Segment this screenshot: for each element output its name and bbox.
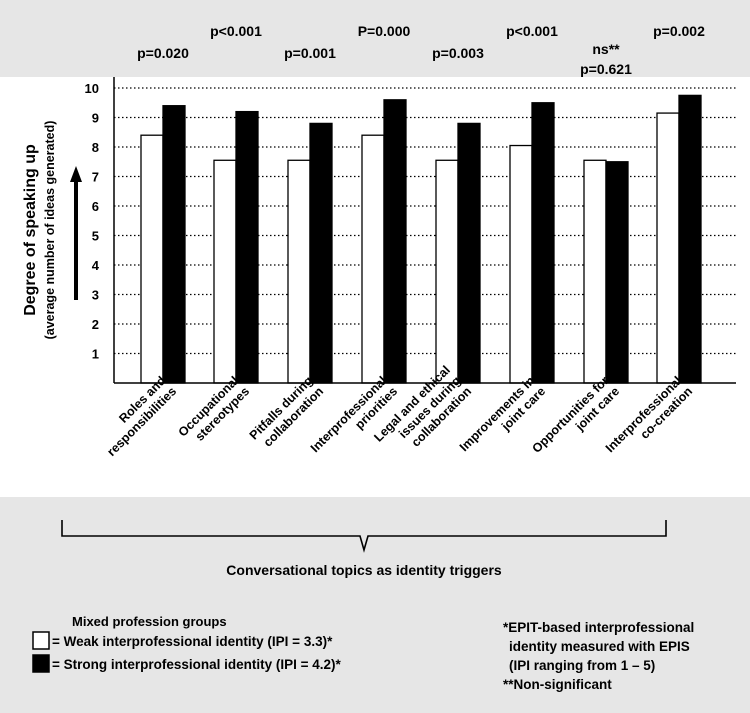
y-tick-label: 3 <box>92 288 99 303</box>
up-arrow-head <box>70 166 82 182</box>
bar-strong <box>678 94 702 384</box>
y-tick-label: 1 <box>92 347 99 362</box>
y-tick-label: 9 <box>92 111 99 126</box>
bar-weak <box>435 159 459 384</box>
footnote-line: identity measured with EPIS <box>509 639 690 654</box>
bottom-band <box>0 497 750 713</box>
top-band <box>0 0 750 77</box>
bar-weak <box>509 144 533 384</box>
bar-weak <box>583 159 607 384</box>
p-value-label: p=0.003 <box>432 45 484 61</box>
p-value-label: p=0.621 <box>580 61 632 77</box>
y-axis-sublabel: (average number of ideas generated) <box>43 121 57 340</box>
bar-weak <box>287 159 311 384</box>
legend-label-strong: = Strong interprofessional identity (IPI… <box>52 657 342 672</box>
footnote-line: (IPI ranging from 1 – 5) <box>509 658 655 673</box>
y-tick-label: 10 <box>85 81 99 96</box>
p-value-label: ns** <box>592 41 620 57</box>
bar-strong <box>605 161 629 384</box>
y-tick-label: 8 <box>92 140 99 155</box>
legend-label-weak: = Weak interprofessional identity (IPI =… <box>52 634 333 649</box>
bar-strong <box>457 122 481 384</box>
p-value-label: p<0.001 <box>210 23 262 39</box>
bar-weak <box>656 112 680 384</box>
y-tick-label: 4 <box>92 258 100 273</box>
brace <box>61 520 667 553</box>
p-value-label: p<0.001 <box>506 23 558 39</box>
footnote-line: **Non-significant <box>503 677 612 692</box>
bar-weak <box>213 159 237 384</box>
p-value-label: p=0.002 <box>653 23 705 39</box>
bar-strong <box>531 102 555 384</box>
bar-weak <box>140 134 164 384</box>
p-value-label: p=0.001 <box>284 45 336 61</box>
y-axis-label: Degree of speaking up <box>22 144 39 316</box>
legend-swatch-strong <box>32 654 50 673</box>
bar-weak <box>361 134 385 384</box>
y-tick-label: 5 <box>92 229 99 244</box>
bar-strong <box>309 122 333 384</box>
legend-title: Mixed profession groups <box>72 614 227 629</box>
x-axis-label: Conversational topics as identity trigge… <box>226 562 502 578</box>
y-tick-label: 2 <box>92 317 99 332</box>
p-value-label: P=0.000 <box>358 23 411 39</box>
y-tick-label: 7 <box>92 170 99 185</box>
y-tick-label: 6 <box>92 199 99 214</box>
bar-strong <box>235 110 259 384</box>
legend-swatch-weak <box>32 631 50 650</box>
bar-strong <box>162 105 186 384</box>
bar-strong <box>383 99 407 384</box>
footnote-line: *EPIT-based interprofessional <box>503 620 694 635</box>
p-value-label: p=0.020 <box>137 45 189 61</box>
